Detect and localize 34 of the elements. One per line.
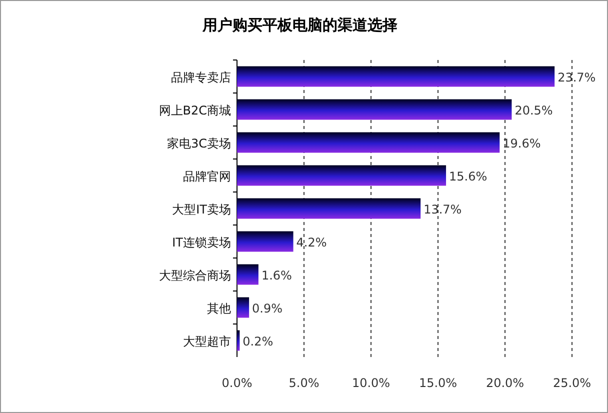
x-tick-label: 0.0% [222, 376, 252, 390]
bar [237, 330, 240, 351]
data-label: 1.6% [261, 268, 292, 282]
data-label: 0.2% [242, 334, 274, 348]
bar [237, 297, 250, 318]
x-tick-label: 15.0% [418, 376, 458, 390]
y-tick-label: 品牌专卖店 [171, 70, 231, 84]
data-label: 4.2% [296, 236, 327, 250]
bar [237, 132, 500, 153]
y-tick-label: 品牌官网 [183, 170, 231, 184]
bar [237, 165, 446, 186]
y-tick-label: 其他 [207, 302, 231, 316]
chart-title: 用户购买平板电脑的渠道选择 [202, 16, 398, 34]
data-label: 0.9% [252, 302, 283, 316]
bar [237, 231, 294, 252]
data-label: 23.7% [558, 70, 596, 84]
y-tick-label: 大型IT卖场 [172, 202, 231, 216]
y-tick-label: 大型综合商场 [159, 268, 231, 282]
data-label: 15.6% [449, 170, 488, 184]
data-label: 20.5% [514, 104, 553, 118]
y-tick-label: IT连锁卖场 [172, 236, 231, 250]
x-tick-label: 10.0% [352, 376, 390, 390]
bar [237, 264, 258, 285]
x-tick-label: 20.0% [486, 376, 524, 390]
y-tick-label: 大型超市 [183, 334, 231, 348]
bar [237, 66, 555, 87]
x-tick-label: 5.0% [288, 376, 320, 390]
data-label: 13.7% [424, 202, 462, 216]
bar [237, 198, 421, 219]
y-tick-label: 网上B2C商城 [158, 104, 231, 118]
y-tick-label: 家电3C卖场 [166, 136, 231, 150]
x-tick-label: 25.0% [552, 376, 592, 390]
data-label: 19.6% [502, 136, 541, 150]
bar [237, 99, 512, 120]
